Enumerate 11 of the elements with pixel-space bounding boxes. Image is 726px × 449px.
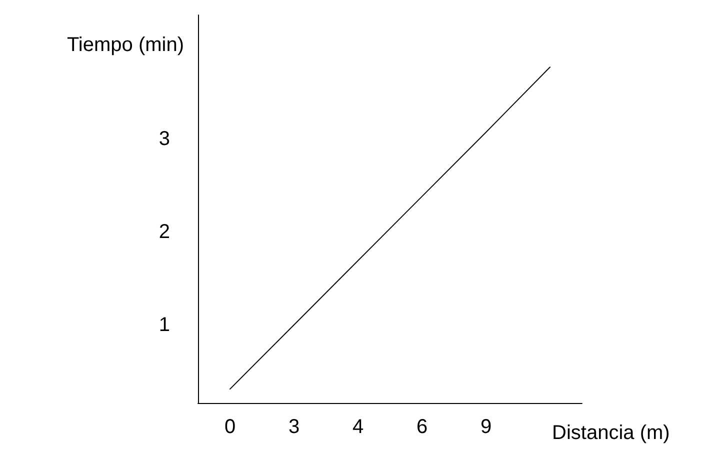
x-tick-label: 6 [416,416,428,438]
x-tick-label: 0 [224,416,236,438]
y-axis-title: Tiempo (min) [66,34,184,56]
line-series [230,66,550,390]
y-tick-label: 2 [158,220,170,243]
y-tick-label: 1 [158,314,170,336]
x-tick-label: 3 [288,416,300,438]
x-tick-label: 9 [480,416,492,438]
y-tick-label: 3 [158,128,170,150]
x-tick-label: 4 [352,416,364,438]
x-axis-title: Distancia (m) [552,422,670,444]
